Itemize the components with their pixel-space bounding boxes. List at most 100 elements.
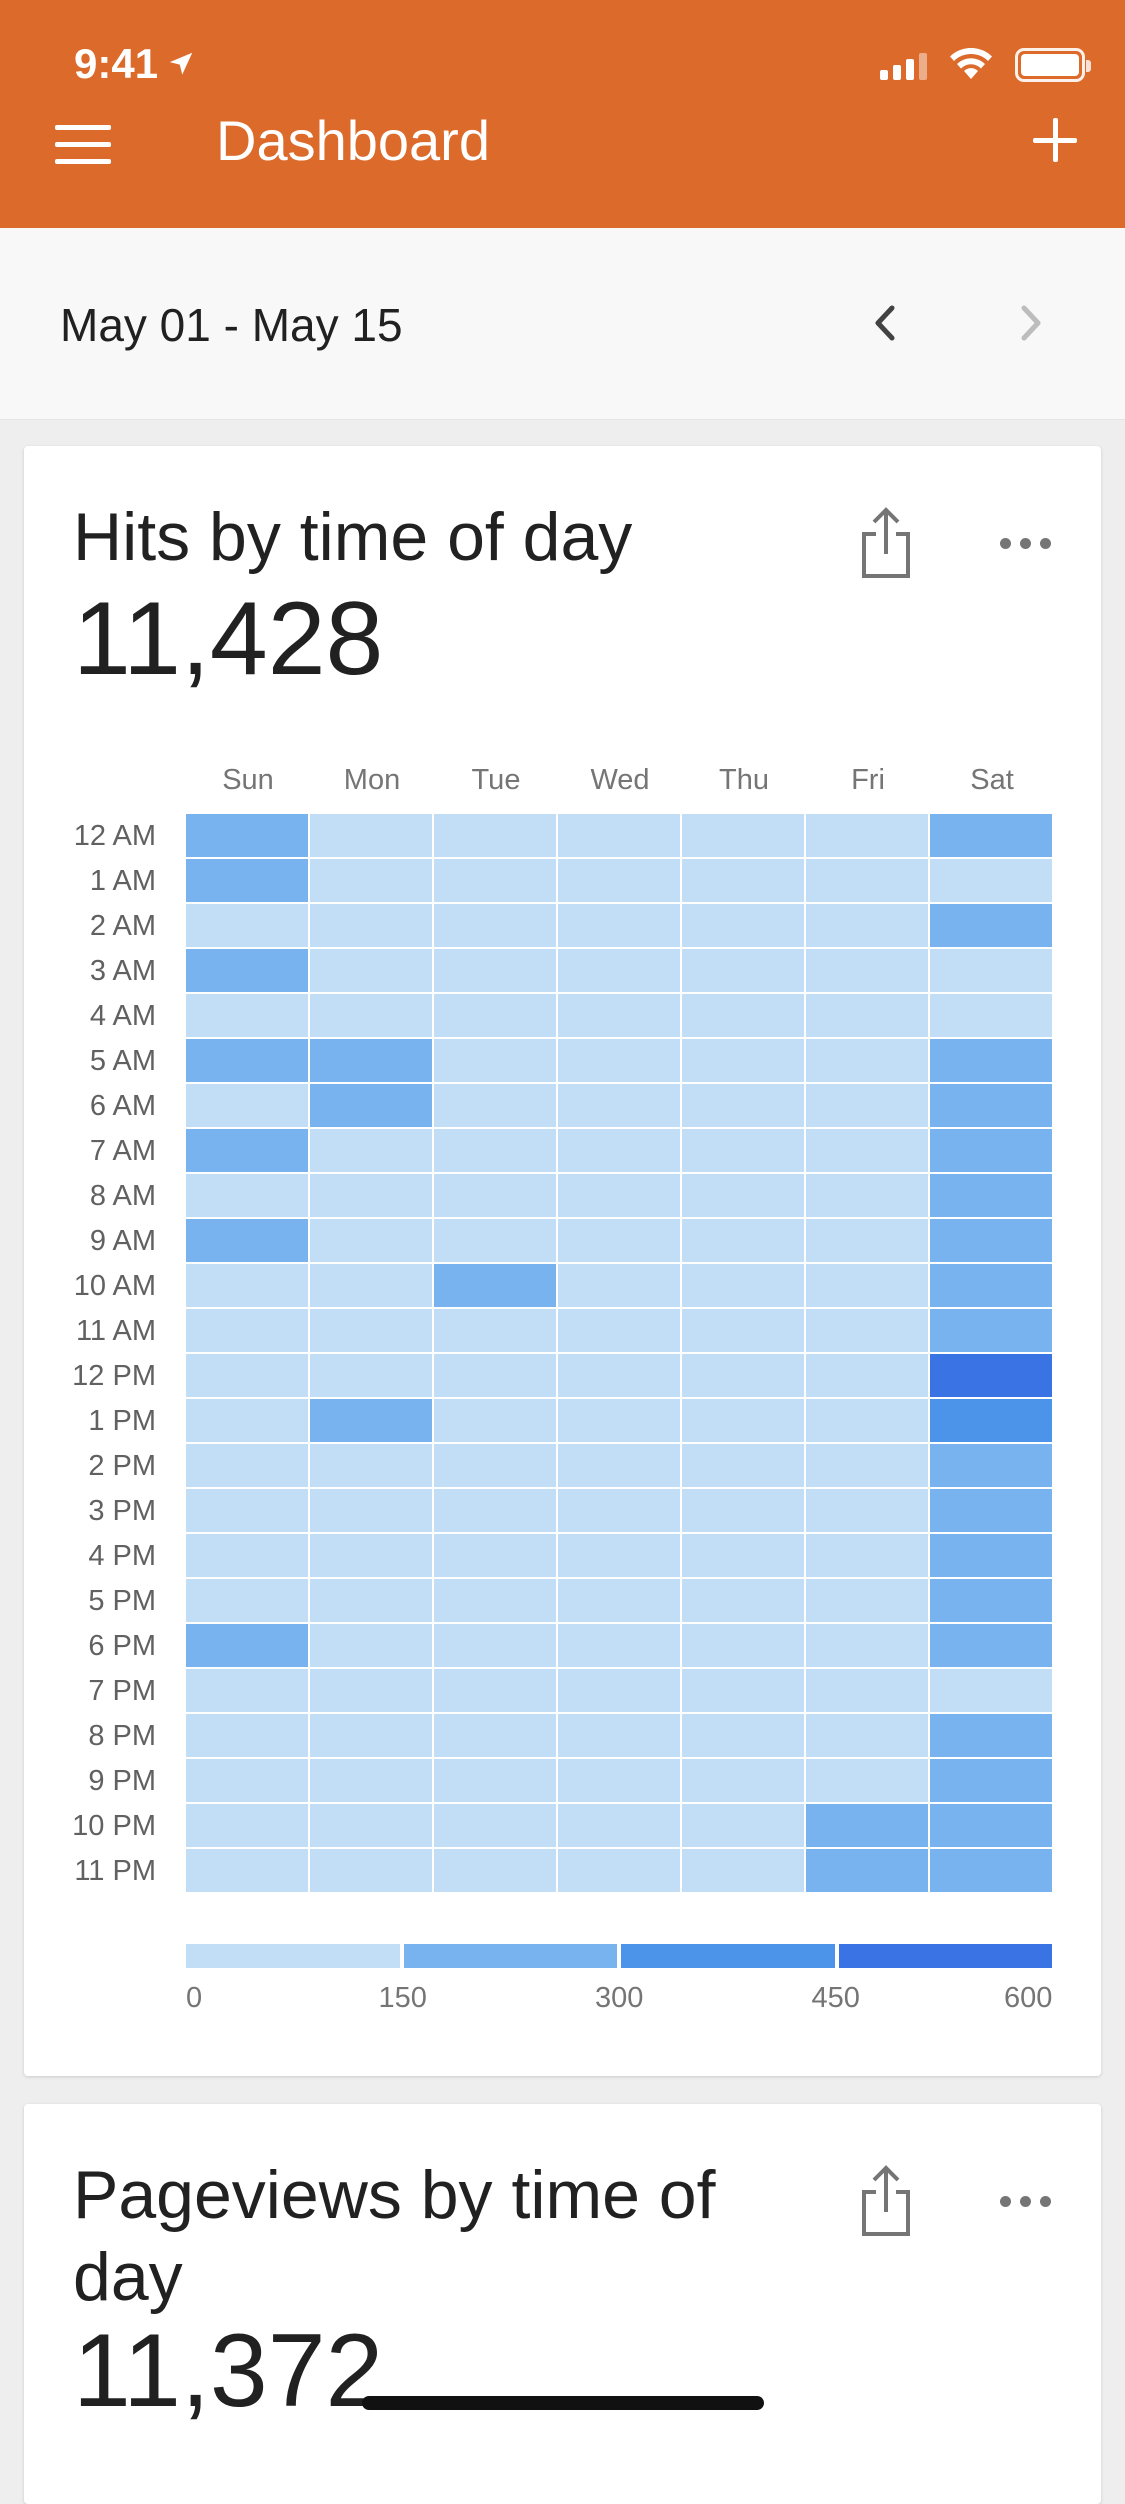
- heatmap-cell[interactable]: [186, 1489, 308, 1532]
- heatmap-cell[interactable]: [310, 814, 432, 857]
- heatmap-cell[interactable]: [186, 1804, 308, 1847]
- heatmap-cell[interactable]: [806, 949, 928, 992]
- heatmap-cell[interactable]: [682, 1309, 804, 1352]
- heatmap-cell[interactable]: [930, 1354, 1052, 1397]
- heatmap-cell[interactable]: [310, 1399, 432, 1442]
- heatmap-cell[interactable]: [806, 1129, 928, 1172]
- heatmap-cell[interactable]: [930, 994, 1052, 1037]
- heatmap-cell[interactable]: [186, 1624, 308, 1667]
- heatmap-cell[interactable]: [930, 859, 1052, 902]
- heatmap-cell[interactable]: [930, 1534, 1052, 1577]
- heatmap-cell[interactable]: [310, 1174, 432, 1217]
- heatmap-cell[interactable]: [310, 1489, 432, 1532]
- heatmap-cell[interactable]: [930, 1399, 1052, 1442]
- heatmap-cell[interactable]: [310, 1669, 432, 1712]
- heatmap-cell[interactable]: [310, 1129, 432, 1172]
- heatmap-cell[interactable]: [558, 859, 680, 902]
- heatmap-cell[interactable]: [434, 994, 556, 1037]
- heatmap-cell[interactable]: [558, 1309, 680, 1352]
- heatmap-cell[interactable]: [434, 859, 556, 902]
- heatmap-cell[interactable]: [558, 1849, 680, 1892]
- heatmap-cell[interactable]: [682, 1624, 804, 1667]
- heatmap-cell[interactable]: [930, 1624, 1052, 1667]
- heatmap-cell[interactable]: [558, 1624, 680, 1667]
- heatmap-cell[interactable]: [806, 859, 928, 902]
- heatmap-cell[interactable]: [186, 1219, 308, 1262]
- heatmap-cell[interactable]: [186, 1669, 308, 1712]
- heatmap-cell[interactable]: [930, 904, 1052, 947]
- heatmap-cell[interactable]: [310, 1804, 432, 1847]
- heatmap-cell[interactable]: [310, 1759, 432, 1802]
- heatmap-cell[interactable]: [930, 1489, 1052, 1532]
- heatmap-cell[interactable]: [310, 1444, 432, 1487]
- heatmap-cell[interactable]: [186, 904, 308, 947]
- heatmap-cell[interactable]: [310, 1354, 432, 1397]
- heatmap-cell[interactable]: [682, 949, 804, 992]
- heatmap-cell[interactable]: [186, 1579, 308, 1622]
- heatmap-cell[interactable]: [186, 1264, 308, 1307]
- heatmap-cell[interactable]: [434, 904, 556, 947]
- heatmap-cell[interactable]: [558, 1174, 680, 1217]
- heatmap-cell[interactable]: [806, 994, 928, 1037]
- heatmap-cell[interactable]: [558, 1354, 680, 1397]
- heatmap-cell[interactable]: [682, 1489, 804, 1532]
- heatmap-cell[interactable]: [434, 1354, 556, 1397]
- heatmap-cell[interactable]: [806, 1219, 928, 1262]
- more-options-button[interactable]: [1000, 528, 1060, 558]
- heatmap-cell[interactable]: [186, 1084, 308, 1127]
- menu-button[interactable]: [55, 125, 111, 165]
- heatmap-cell[interactable]: [682, 1849, 804, 1892]
- heatmap-cell[interactable]: [930, 814, 1052, 857]
- heatmap-cell[interactable]: [186, 1444, 308, 1487]
- heatmap-cell[interactable]: [682, 1354, 804, 1397]
- heatmap-cell[interactable]: [682, 814, 804, 857]
- previous-period-button[interactable]: [854, 288, 918, 358]
- heatmap-cell[interactable]: [186, 1039, 308, 1082]
- heatmap-cell[interactable]: [682, 1534, 804, 1577]
- heatmap-cell[interactable]: [558, 1084, 680, 1127]
- heatmap-cell[interactable]: [806, 1489, 928, 1532]
- heatmap-cell[interactable]: [930, 1219, 1052, 1262]
- heatmap-cell[interactable]: [434, 814, 556, 857]
- heatmap-cell[interactable]: [558, 1759, 680, 1802]
- heatmap-cell[interactable]: [806, 1804, 928, 1847]
- heatmap-cell[interactable]: [310, 1714, 432, 1757]
- heatmap-cell[interactable]: [682, 1444, 804, 1487]
- heatmap-cell[interactable]: [558, 1714, 680, 1757]
- heatmap-cell[interactable]: [434, 1264, 556, 1307]
- heatmap-cell[interactable]: [310, 1579, 432, 1622]
- heatmap-cell[interactable]: [434, 1219, 556, 1262]
- add-button[interactable]: [1025, 110, 1085, 170]
- heatmap-cell[interactable]: [186, 949, 308, 992]
- heatmap-cell[interactable]: [930, 1174, 1052, 1217]
- heatmap-cell[interactable]: [806, 814, 928, 857]
- share-button[interactable]: [856, 502, 916, 582]
- heatmap-cell[interactable]: [682, 994, 804, 1037]
- heatmap-cell[interactable]: [806, 1039, 928, 1082]
- heatmap-cell[interactable]: [806, 1084, 928, 1127]
- heatmap-cell[interactable]: [558, 1444, 680, 1487]
- heatmap-cell[interactable]: [682, 1174, 804, 1217]
- heatmap-cell[interactable]: [806, 1849, 928, 1892]
- heatmap-cell[interactable]: [434, 1714, 556, 1757]
- heatmap-cell[interactable]: [806, 1579, 928, 1622]
- heatmap-cell[interactable]: [930, 1309, 1052, 1352]
- heatmap-cell[interactable]: [682, 1039, 804, 1082]
- heatmap-cell[interactable]: [806, 1399, 928, 1442]
- heatmap-cell[interactable]: [806, 904, 928, 947]
- heatmap-cell[interactable]: [682, 1579, 804, 1622]
- heatmap-cell[interactable]: [558, 1489, 680, 1532]
- heatmap-cell[interactable]: [682, 1219, 804, 1262]
- heatmap-cell[interactable]: [930, 1039, 1052, 1082]
- heatmap-cell[interactable]: [806, 1174, 928, 1217]
- heatmap-cell[interactable]: [310, 1309, 432, 1352]
- next-period-button[interactable]: [998, 288, 1062, 358]
- heatmap-cell[interactable]: [434, 949, 556, 992]
- heatmap-cell[interactable]: [310, 1849, 432, 1892]
- heatmap-cell[interactable]: [930, 1669, 1052, 1712]
- heatmap-cell[interactable]: [930, 949, 1052, 992]
- heatmap-cell[interactable]: [930, 1084, 1052, 1127]
- heatmap-cell[interactable]: [186, 1759, 308, 1802]
- heatmap-cell[interactable]: [558, 994, 680, 1037]
- heatmap-cell[interactable]: [186, 1399, 308, 1442]
